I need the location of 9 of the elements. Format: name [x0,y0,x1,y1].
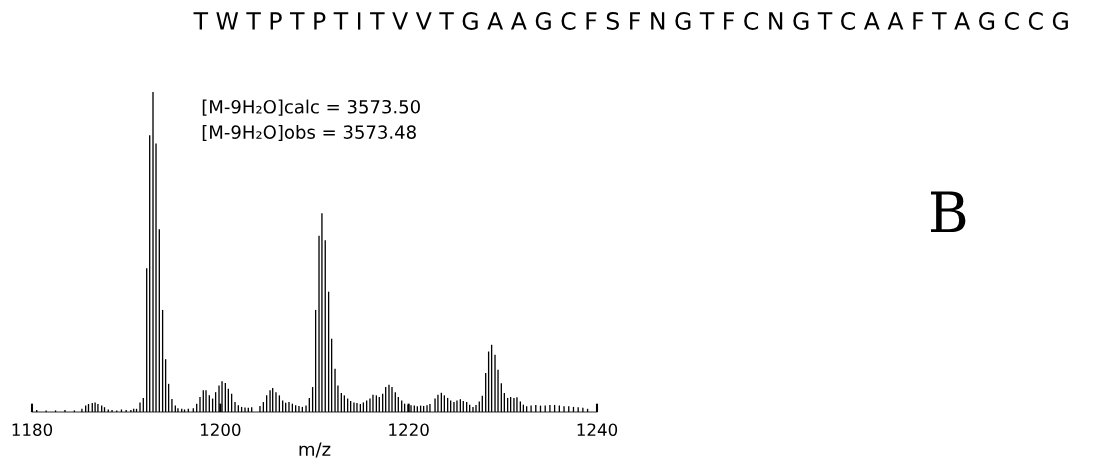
text: B [931,191,966,232]
x-tick-label: 1180 [12,423,53,437]
x-axis-title: m/z [299,442,331,458]
annotation: [M-9H₂O]obs = 3573.48 [202,124,416,142]
x-tick-label: 1240 [577,423,618,437]
x-tick-label: 1220 [389,423,429,437]
x-tick-label: 1200 [200,423,241,437]
annotation: [M-9H₂O]calc = 3573.50 [202,99,420,116]
chart-title: T W T P T P T I T V V T G A A G C F S F N G T F C N G T C A A F T A G C C G [193,12,1068,30]
